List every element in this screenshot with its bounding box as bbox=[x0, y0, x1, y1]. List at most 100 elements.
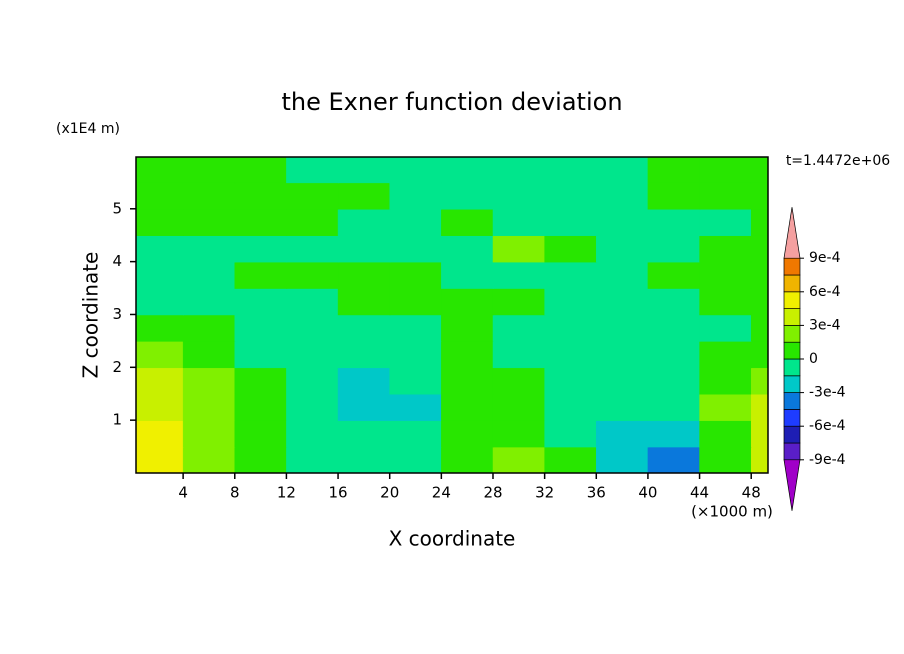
field-cell bbox=[492, 340, 546, 369]
field-cell bbox=[596, 340, 649, 369]
field-cell bbox=[337, 367, 391, 395]
field-cell bbox=[596, 446, 649, 473]
field-cell bbox=[389, 340, 443, 369]
field-cell bbox=[182, 234, 236, 263]
field-cell bbox=[234, 208, 288, 236]
field-cell bbox=[286, 314, 339, 342]
field-cell bbox=[441, 261, 494, 289]
field-cell bbox=[699, 208, 752, 236]
field-cell bbox=[389, 367, 443, 395]
field-cell bbox=[182, 446, 236, 473]
x-tick-label: 16 bbox=[329, 484, 348, 502]
field-cell bbox=[389, 446, 443, 473]
colorbar-label: -6e-4 bbox=[809, 418, 846, 434]
field-cell bbox=[441, 287, 494, 316]
field-cell bbox=[234, 234, 288, 263]
field-cell bbox=[750, 261, 768, 289]
field-cell bbox=[647, 393, 701, 421]
field-cell bbox=[492, 446, 546, 473]
colorbar-box bbox=[783, 358, 801, 377]
colorbar-box bbox=[783, 375, 801, 393]
field-cell bbox=[441, 446, 494, 473]
field-cell bbox=[750, 208, 768, 236]
x-tick-label: 44 bbox=[690, 484, 709, 502]
field-cell bbox=[389, 287, 443, 316]
field-cell bbox=[544, 367, 598, 395]
field-cell bbox=[441, 393, 494, 421]
colorbar-box bbox=[783, 425, 801, 444]
field-cell bbox=[182, 208, 236, 236]
field-cell bbox=[234, 314, 288, 342]
colorbar-box bbox=[783, 274, 801, 293]
field-cell bbox=[544, 234, 598, 263]
field-cell bbox=[647, 367, 701, 395]
field-cell bbox=[441, 367, 494, 395]
field-cell bbox=[136, 446, 184, 473]
field-cell bbox=[389, 419, 443, 448]
field-cell bbox=[441, 419, 494, 448]
field-cell bbox=[596, 157, 649, 184]
field-cell bbox=[136, 393, 184, 421]
colorbar-box bbox=[783, 341, 801, 360]
field-cell bbox=[441, 182, 494, 210]
field-cell bbox=[544, 393, 598, 421]
field-cell bbox=[647, 208, 701, 236]
x-tick-label: 40 bbox=[638, 484, 657, 502]
field-cell bbox=[182, 314, 236, 342]
field-cell bbox=[596, 287, 649, 316]
field-cell bbox=[136, 208, 184, 236]
field-cell bbox=[750, 314, 768, 342]
field-cell bbox=[337, 234, 391, 263]
colorbar-box bbox=[783, 291, 801, 309]
field-cell bbox=[286, 157, 339, 184]
field-cell bbox=[596, 234, 649, 263]
y-tick-label: 2 bbox=[112, 358, 122, 376]
colorbar-label: -3e-4 bbox=[809, 385, 846, 401]
field-cell bbox=[234, 261, 288, 289]
field-cell bbox=[647, 419, 701, 448]
field-cell bbox=[647, 340, 701, 369]
field-cell bbox=[750, 419, 768, 448]
x-tick-label: 12 bbox=[277, 484, 296, 502]
x-tick-label: 8 bbox=[230, 484, 240, 502]
field-cell bbox=[136, 157, 184, 184]
field-cell bbox=[182, 287, 236, 316]
contour-field bbox=[136, 157, 768, 473]
field-cell bbox=[234, 182, 288, 210]
colorbar-label: 3e-4 bbox=[809, 317, 841, 333]
field-cell bbox=[337, 261, 391, 289]
field-cell bbox=[337, 419, 391, 448]
field-cell bbox=[750, 446, 768, 473]
field-cell bbox=[699, 182, 752, 210]
x-tick-label: 4 bbox=[178, 484, 188, 502]
field-cell bbox=[136, 340, 184, 369]
field-cell bbox=[647, 446, 701, 473]
chart-title: the Exner function deviation bbox=[281, 88, 622, 116]
field-cell bbox=[492, 367, 546, 395]
field-cell bbox=[182, 182, 236, 210]
colorbar-box bbox=[783, 392, 801, 410]
colorbar-label: -9e-4 bbox=[809, 452, 846, 468]
field-cell bbox=[492, 182, 546, 210]
field-cell bbox=[750, 340, 768, 369]
y-axis-title: Z coordinate bbox=[79, 252, 103, 379]
field-cell bbox=[337, 393, 391, 421]
field-cell bbox=[699, 446, 752, 473]
field-cell bbox=[286, 234, 339, 263]
field-cell bbox=[286, 393, 339, 421]
field-cell bbox=[234, 367, 288, 395]
field-cell bbox=[492, 261, 546, 289]
field-cell bbox=[234, 446, 288, 473]
field-cell bbox=[492, 287, 546, 316]
field-cell bbox=[596, 208, 649, 236]
x-tick-label: 24 bbox=[432, 484, 451, 502]
field-cell bbox=[544, 340, 598, 369]
field-cell bbox=[492, 208, 546, 236]
field-cell bbox=[337, 446, 391, 473]
colorbar-label: 9e-4 bbox=[809, 250, 841, 266]
x-tick-label: 28 bbox=[483, 484, 502, 502]
field-cell bbox=[136, 182, 184, 210]
field-cell bbox=[699, 419, 752, 448]
colorbar-box bbox=[783, 308, 801, 326]
axes: 4 8 12 16 20 24 28 32 36 40 44 48123459e-46e-43e-40… bbox=[112, 156, 846, 511]
